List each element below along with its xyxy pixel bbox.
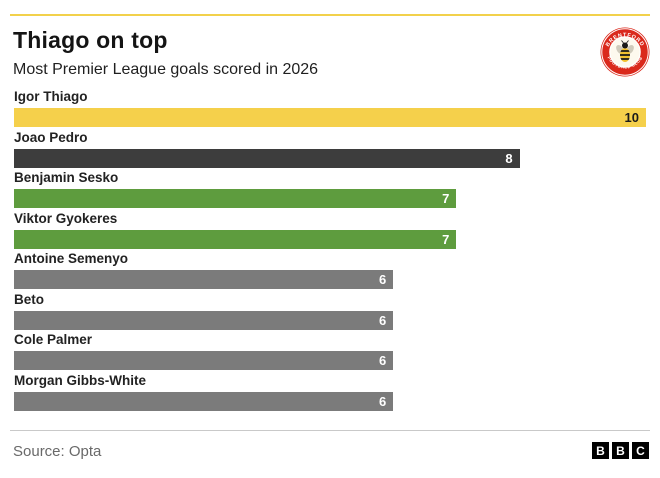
bar: 10 xyxy=(14,108,646,127)
source-attribution: Source: Opta xyxy=(13,443,102,460)
bar-label: Cole Palmer xyxy=(14,332,93,347)
bar-row: Viktor Gyokeres 7 xyxy=(14,210,646,253)
bar: 6 xyxy=(14,391,394,411)
bar-label: Igor Thiago xyxy=(14,89,88,104)
bar-value: 6 xyxy=(378,353,387,368)
bar-row: Benjamin Sesko 7 xyxy=(14,171,646,212)
bar-label: Morgan Gibbs-White xyxy=(14,372,146,388)
top-accent-rule xyxy=(10,14,650,16)
bar: 8 xyxy=(14,148,520,168)
brentford-crest-icon: BRENTFORD FOOTBALL CLUB xyxy=(600,27,650,77)
bar-label: Joao Pedro xyxy=(14,129,88,145)
bar-row: Joao Pedro 8 xyxy=(14,129,646,172)
bee-icon xyxy=(616,40,634,62)
bar: 7 xyxy=(14,229,457,249)
bar: 6 xyxy=(14,270,394,289)
bbc-logo-block: B xyxy=(612,442,629,459)
bar-value: 6 xyxy=(378,393,387,409)
bar-value: 7 xyxy=(442,231,450,247)
bar-value: 7 xyxy=(442,191,450,206)
footer-divider xyxy=(10,430,650,431)
page-title: Thiago on top xyxy=(13,27,168,53)
bar-chart: Igor Thiago 10 Joao Pedro 8 Benjamin Ses… xyxy=(14,90,646,414)
bar: 7 xyxy=(14,189,457,208)
bar-row: Igor Thiago 10 xyxy=(14,90,646,131)
bar: 6 xyxy=(14,351,394,370)
bar-row: Cole Palmer 6 xyxy=(14,333,646,374)
chart-subtitle: Most Premier League goals scored in 2026 xyxy=(13,61,319,79)
bar-value: 10 xyxy=(624,110,639,125)
bar-value: 6 xyxy=(378,272,387,287)
bar-label: Viktor Gyokeres xyxy=(14,210,118,226)
bbc-logo: B B C xyxy=(592,442,649,459)
bar-row: Beto 6 xyxy=(14,291,646,334)
bbc-logo-block: B xyxy=(592,442,609,459)
bar-label: Benjamin Sesko xyxy=(14,170,119,185)
bar-row: Morgan Gibbs-White 6 xyxy=(14,372,646,415)
bbc-logo-block: C xyxy=(632,442,649,459)
bar: 6 xyxy=(14,310,394,330)
chart-header: Thiago on top Most Premier League goals … xyxy=(13,27,590,79)
bar-value: 6 xyxy=(378,312,387,328)
bar-label: Antoine Semenyo xyxy=(14,251,129,266)
bar-row: Antoine Semenyo 6 xyxy=(14,252,646,293)
bar-label: Beto xyxy=(14,291,44,307)
bar-value: 8 xyxy=(505,150,513,166)
